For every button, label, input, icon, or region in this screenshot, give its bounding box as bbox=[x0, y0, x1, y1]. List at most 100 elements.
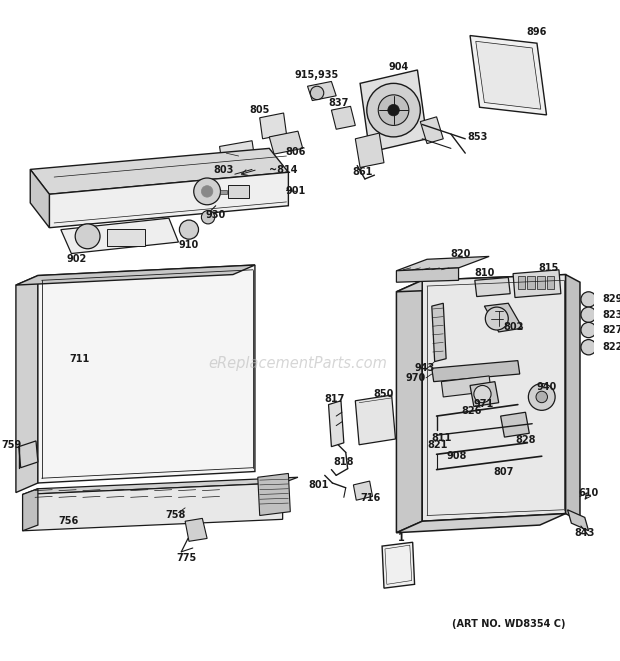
Circle shape bbox=[581, 323, 596, 338]
Text: 970: 970 bbox=[406, 373, 426, 383]
Text: 910: 910 bbox=[179, 240, 199, 250]
Polygon shape bbox=[441, 376, 491, 397]
Bar bbox=[537, 276, 544, 289]
Polygon shape bbox=[355, 133, 384, 167]
Text: 850: 850 bbox=[374, 389, 394, 399]
Circle shape bbox=[179, 220, 198, 239]
Text: 904: 904 bbox=[388, 62, 409, 72]
Text: 861: 861 bbox=[353, 167, 373, 177]
Text: 971: 971 bbox=[473, 399, 494, 408]
Text: 902: 902 bbox=[66, 254, 86, 264]
Polygon shape bbox=[353, 481, 373, 500]
Text: 811: 811 bbox=[431, 433, 451, 443]
Polygon shape bbox=[420, 117, 443, 143]
Polygon shape bbox=[432, 303, 446, 362]
Circle shape bbox=[528, 383, 555, 410]
Polygon shape bbox=[396, 280, 422, 533]
Text: 716: 716 bbox=[360, 493, 381, 503]
Text: 940: 940 bbox=[536, 382, 557, 393]
Circle shape bbox=[485, 307, 508, 330]
Polygon shape bbox=[565, 274, 580, 522]
Polygon shape bbox=[484, 303, 523, 332]
Polygon shape bbox=[360, 70, 427, 152]
Polygon shape bbox=[16, 276, 38, 492]
Text: 815: 815 bbox=[538, 263, 559, 273]
Circle shape bbox=[75, 224, 100, 249]
Text: 930: 930 bbox=[206, 210, 226, 220]
Text: 759: 759 bbox=[1, 440, 21, 449]
Circle shape bbox=[311, 86, 324, 100]
Text: 908: 908 bbox=[446, 451, 467, 461]
Circle shape bbox=[581, 307, 596, 323]
Circle shape bbox=[202, 186, 213, 197]
Polygon shape bbox=[396, 268, 459, 282]
Polygon shape bbox=[38, 265, 255, 483]
Text: 818: 818 bbox=[334, 457, 354, 467]
Polygon shape bbox=[396, 256, 489, 271]
Polygon shape bbox=[396, 274, 565, 292]
Polygon shape bbox=[355, 395, 396, 445]
Polygon shape bbox=[269, 131, 303, 154]
Bar bbox=[528, 276, 535, 289]
Polygon shape bbox=[30, 148, 288, 194]
Text: 829: 829 bbox=[602, 294, 620, 305]
Text: (ART NO. WD8354 C): (ART NO. WD8354 C) bbox=[451, 619, 565, 629]
Polygon shape bbox=[22, 483, 283, 531]
Polygon shape bbox=[50, 173, 288, 228]
Text: 758: 758 bbox=[166, 510, 186, 520]
Text: eReplacementParts.com: eReplacementParts.com bbox=[208, 356, 388, 371]
Text: 806: 806 bbox=[286, 147, 306, 157]
Polygon shape bbox=[22, 488, 38, 531]
Text: 828: 828 bbox=[515, 435, 536, 445]
Bar bbox=[518, 276, 526, 289]
Polygon shape bbox=[470, 36, 546, 115]
Circle shape bbox=[388, 104, 399, 116]
Text: 821: 821 bbox=[427, 440, 448, 449]
Circle shape bbox=[581, 292, 596, 307]
Bar bbox=[546, 276, 554, 289]
Text: 826: 826 bbox=[462, 407, 482, 416]
Polygon shape bbox=[476, 41, 541, 109]
Text: 896: 896 bbox=[527, 26, 547, 37]
Text: 915,935: 915,935 bbox=[295, 70, 339, 80]
Text: 823: 823 bbox=[602, 310, 620, 320]
Circle shape bbox=[581, 340, 596, 355]
Circle shape bbox=[367, 83, 420, 137]
Text: 802: 802 bbox=[504, 322, 524, 332]
Text: 827: 827 bbox=[602, 325, 620, 335]
Polygon shape bbox=[61, 218, 179, 254]
Polygon shape bbox=[185, 518, 207, 541]
Polygon shape bbox=[30, 169, 50, 228]
Text: 805: 805 bbox=[249, 105, 270, 115]
Text: 843: 843 bbox=[575, 527, 595, 537]
Text: 901: 901 bbox=[286, 186, 306, 196]
Text: 775: 775 bbox=[176, 553, 196, 563]
Text: 756: 756 bbox=[58, 516, 79, 526]
Polygon shape bbox=[22, 477, 298, 494]
Circle shape bbox=[202, 210, 215, 224]
Circle shape bbox=[378, 95, 409, 126]
Polygon shape bbox=[396, 514, 565, 533]
Polygon shape bbox=[567, 510, 588, 531]
Text: 803: 803 bbox=[213, 165, 234, 175]
Polygon shape bbox=[500, 412, 529, 437]
Text: 801: 801 bbox=[309, 480, 329, 490]
Text: 837: 837 bbox=[328, 98, 348, 108]
Polygon shape bbox=[432, 361, 520, 381]
Text: 807: 807 bbox=[494, 467, 514, 477]
Polygon shape bbox=[422, 274, 565, 522]
Text: ~814: ~814 bbox=[269, 165, 298, 175]
Circle shape bbox=[536, 391, 547, 403]
Bar bbox=[228, 184, 249, 198]
Circle shape bbox=[193, 178, 221, 205]
Polygon shape bbox=[332, 106, 355, 130]
Polygon shape bbox=[258, 473, 290, 516]
Polygon shape bbox=[382, 542, 415, 588]
Polygon shape bbox=[308, 81, 336, 100]
Polygon shape bbox=[513, 270, 561, 297]
Bar bbox=[107, 229, 145, 246]
Text: 810: 810 bbox=[474, 268, 495, 278]
Polygon shape bbox=[260, 113, 286, 139]
Text: 820: 820 bbox=[450, 249, 471, 258]
Text: 822: 822 bbox=[602, 342, 620, 352]
